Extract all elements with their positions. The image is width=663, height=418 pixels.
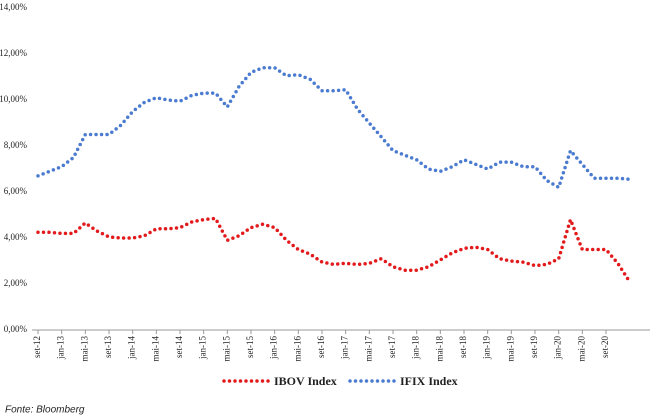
y-tick-label: 10,00%	[0, 94, 28, 104]
x-tick-label: jan-18	[411, 336, 421, 360]
x-tick-label: set-19	[529, 336, 539, 358]
x-tick-label: jan-19	[482, 336, 492, 360]
x-tick-label: set-18	[458, 336, 468, 358]
x-tick-label: set-14	[174, 336, 184, 358]
x-tick-label: jan-14	[127, 336, 137, 360]
x-tick-label: set-20	[600, 336, 610, 358]
x-tick-label: set-13	[103, 336, 113, 358]
x-tick-label: mai-19	[505, 336, 515, 362]
y-tick-label: 2,00%	[4, 278, 28, 288]
x-tick-label: set-15	[245, 336, 255, 358]
x-tick-label: set-12	[32, 336, 42, 358]
series-line	[36, 66, 632, 191]
y-tick-label: 6,00%	[4, 186, 28, 196]
y-tick-label: 12,00%	[0, 48, 28, 58]
x-tick-label: mai-14	[150, 336, 160, 362]
x-tick-label: mai-20	[576, 336, 586, 362]
x-tick-label: set-16	[316, 336, 326, 358]
x-tick-label: jan-20	[553, 336, 563, 360]
y-tick-label: 14,00%	[0, 2, 28, 12]
legend-label: IBOV Index	[274, 374, 337, 388]
x-tick-label: jan-16	[269, 336, 279, 360]
x-tick-label: mai-16	[292, 336, 302, 362]
x-tick-label: set-17	[387, 336, 397, 358]
series-line	[36, 214, 632, 284]
x-tick-label: jan-13	[56, 336, 66, 360]
source: Fonte: Bloomberg	[5, 405, 85, 416]
x-tick-label: mai-17	[363, 336, 373, 362]
x-tick-label: mai-13	[79, 336, 89, 362]
y-tick-label: 8,00%	[4, 140, 28, 150]
x-tick-label: mai-15	[221, 336, 231, 362]
x-tick-label: jan-15	[198, 336, 208, 360]
y-tick-label: 4,00%	[4, 232, 28, 242]
x-tick-label: mai-18	[434, 336, 444, 362]
legend-label: IFIX Index	[400, 374, 458, 388]
y-tick-label: 0,00%	[4, 324, 28, 334]
x-tick-label: jan-17	[340, 336, 350, 360]
